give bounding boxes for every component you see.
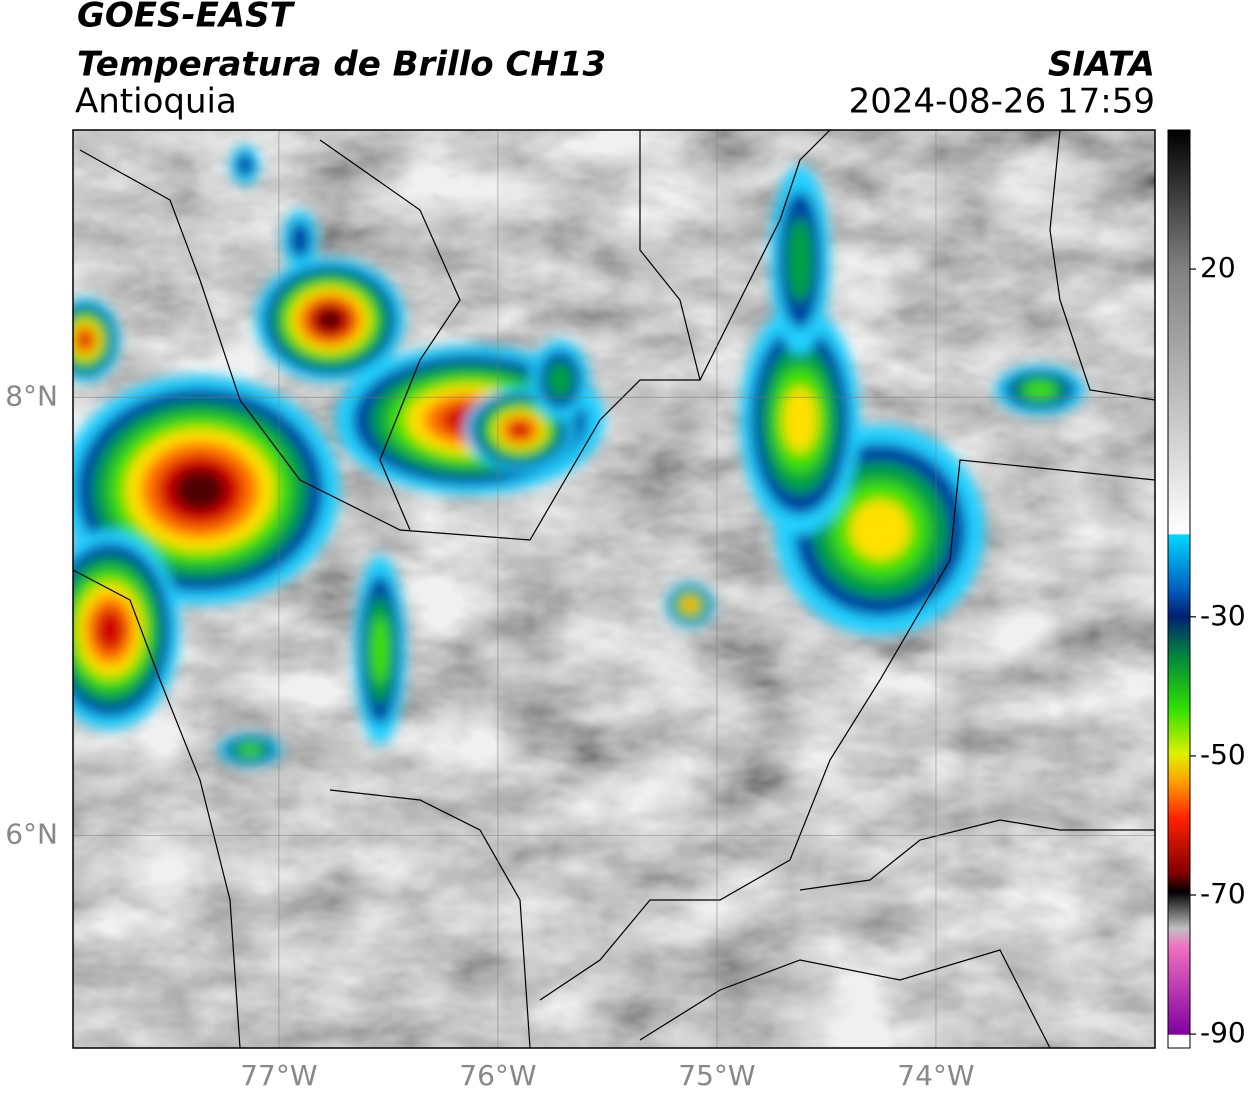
borders (73, 130, 1155, 1048)
graticule (73, 130, 1155, 1048)
storm-level (782, 387, 818, 453)
storm-level (316, 308, 344, 332)
storm-level (77, 331, 93, 349)
colorbar-tick-label: 20 (1200, 251, 1236, 284)
timestamp: 2024-08-26 17:59 (849, 82, 1155, 122)
storm-level (238, 744, 262, 756)
lon-tick-label: 74°W (897, 1059, 974, 1092)
storm-level (173, 468, 227, 512)
lon-tick-label: 76°W (459, 1059, 536, 1092)
colorbar-tick-label: -70 (1200, 877, 1246, 910)
storm-level (95, 608, 125, 652)
lat-tick-label: 6°N (5, 817, 58, 850)
title: GOES-EAST (77, 0, 296, 36)
colorbar-tick-label: -90 (1200, 1016, 1246, 1049)
storm-level (288, 221, 312, 259)
lat-tick-label: 8°N (5, 379, 58, 412)
storm-level (235, 152, 255, 178)
storm-level (546, 362, 574, 398)
storm-cells (73, 145, 1085, 766)
colorbar (1167, 129, 1191, 1049)
storm-level (1024, 381, 1056, 399)
storm-level (850, 500, 910, 560)
subtitle: Temperatura de Brillo CH13 (77, 45, 606, 85)
colorbar-tick-label: -30 (1200, 599, 1246, 632)
storm-level (508, 421, 532, 439)
lon-tick-label: 75°W (678, 1059, 755, 1092)
region: Antioquia (75, 82, 237, 122)
storm-level (786, 217, 814, 303)
storm-level (684, 599, 696, 611)
storm-level (370, 616, 390, 684)
source: SIATA (1048, 45, 1155, 85)
colorbar-tick-label: -50 (1200, 738, 1246, 771)
lon-tick-label: 77°W (240, 1059, 317, 1092)
map-frame (72, 129, 1156, 1049)
map-area (73, 130, 1155, 1048)
